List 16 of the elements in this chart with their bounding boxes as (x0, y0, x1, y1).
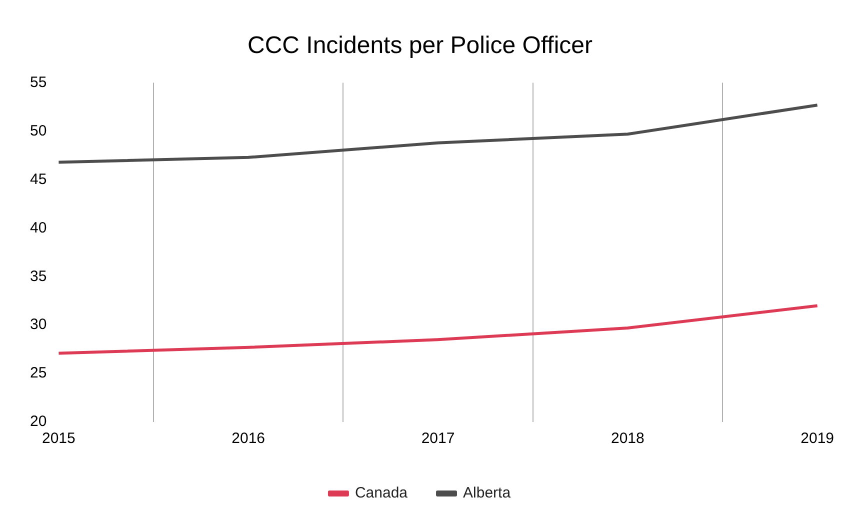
x-tick-label: 2018 (610, 430, 644, 448)
x-tick-label: 2019 (800, 430, 834, 448)
y-tick-label: 45 (30, 170, 47, 188)
y-tick-label: 30 (30, 316, 47, 334)
x-tick-label: 2017 (421, 430, 455, 448)
x-tick-label: 2015 (42, 430, 76, 448)
y-tick-label: 50 (30, 122, 47, 140)
legend-label: Canada (354, 484, 408, 502)
y-tick-label: 35 (30, 268, 47, 285)
chart-title: CCC Incidents per Police Officer (247, 32, 593, 60)
y-tick-label: 25 (30, 364, 47, 382)
y-tick-label: 20 (30, 413, 47, 430)
legend-label: Alberta (463, 484, 512, 502)
x-tick-label: 2016 (232, 430, 266, 448)
y-tick-label: 40 (30, 219, 47, 236)
y-tick-label: 55 (30, 74, 47, 91)
